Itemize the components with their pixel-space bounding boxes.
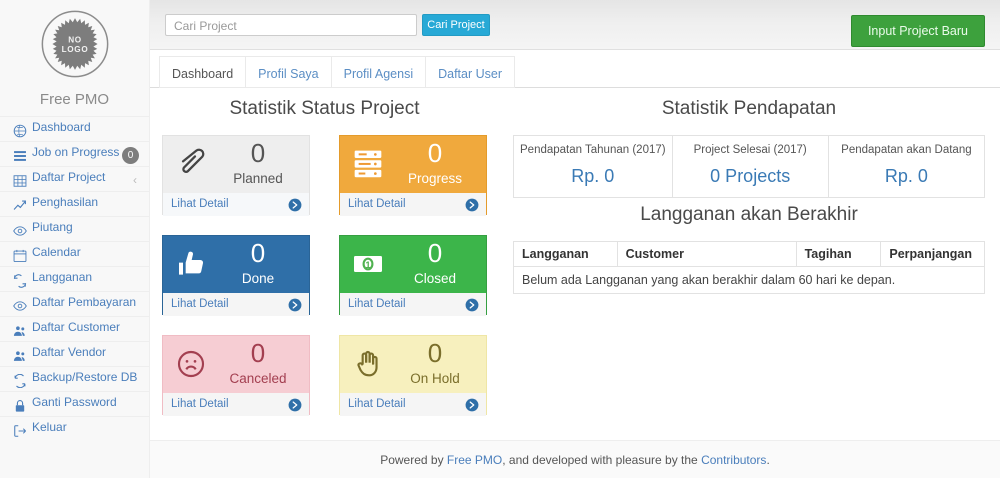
svg-text:1: 1 [365,260,370,270]
svg-text:NO: NO [68,36,82,45]
svg-text:LOGO: LOGO [61,45,88,54]
